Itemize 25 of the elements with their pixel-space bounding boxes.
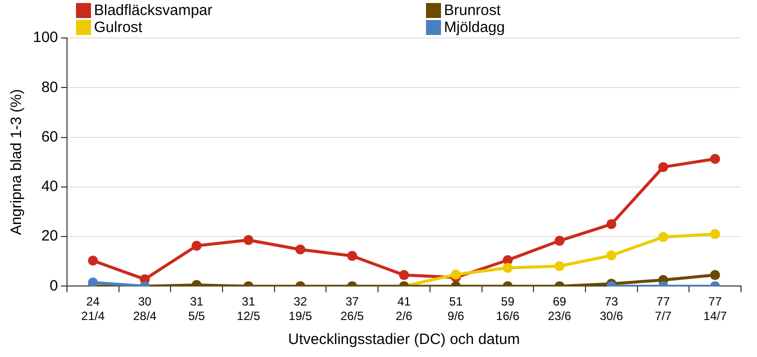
y-tick-label: 100 (32, 29, 58, 46)
x-tick-label: 30 28/4 (133, 294, 157, 324)
x-tick-label: 77 7/7 (654, 294, 672, 324)
x-tick-label: 37 26/5 (340, 294, 364, 324)
y-tick-label: 0 (50, 277, 58, 294)
y-tick-label: 80 (41, 78, 58, 96)
x-tick-label: 51 9/6 (448, 294, 465, 324)
x-tick-label: 24 21/4 (81, 294, 105, 324)
legend-label: Mjöldagg (444, 19, 505, 36)
x-tick-label: 31 12/5 (236, 294, 260, 324)
y-tick-label: 60 (41, 128, 58, 146)
y-tick-label: 20 (41, 228, 58, 245)
x-axis-title: Utvecklingsstadier (DC) och datum (288, 331, 520, 348)
y-tick-label: 40 (41, 178, 58, 196)
legend-label: Gulrost (94, 19, 142, 36)
x-tick-label: 31 5/5 (188, 294, 206, 324)
x-tick-label: 73 30/6 (600, 294, 624, 324)
x-tick-label: 77 14/7 (703, 294, 728, 324)
y-axis-title: Angripna blad 1-3 (%) (8, 89, 26, 236)
x-tick-label: 32 19/5 (288, 294, 312, 324)
legend-label: Brunrost (444, 2, 501, 19)
x-tick-label: 69 23/6 (548, 294, 572, 324)
legend-label: Bladfläcksvampar (94, 2, 212, 19)
x-tick-label: 41 2/6 (396, 294, 413, 324)
x-tick-label: 59 16/6 (496, 294, 520, 324)
